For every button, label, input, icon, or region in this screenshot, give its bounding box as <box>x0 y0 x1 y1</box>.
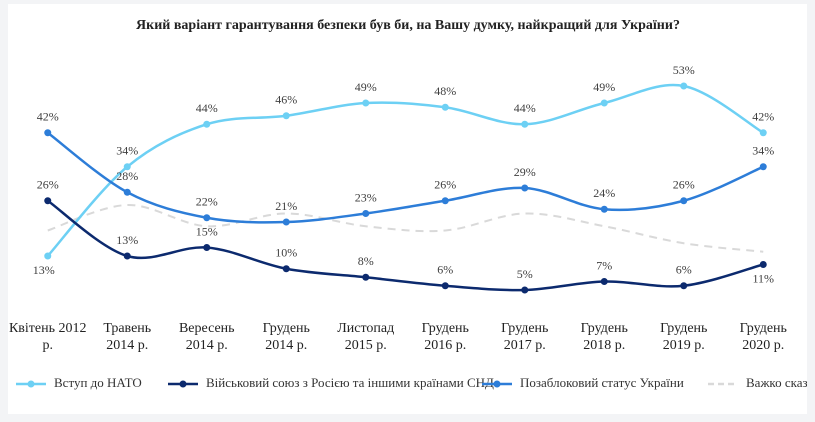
data-point <box>282 265 290 273</box>
data-label: 42% <box>37 110 59 124</box>
series-line <box>47 131 764 224</box>
data-point <box>362 210 370 217</box>
data-label: 48% <box>434 84 456 98</box>
data-label: 10% <box>275 246 297 260</box>
data-label: 21% <box>275 199 297 213</box>
legend-label: Позаблоковий статус України <box>520 375 684 390</box>
data-label: 5% <box>517 267 533 281</box>
data-point <box>680 282 688 290</box>
legend-marker <box>493 380 501 388</box>
data-label: 11% <box>752 271 774 285</box>
data-point <box>123 163 131 171</box>
x-tick-label: Грудень 2019 р. <box>660 321 708 353</box>
data-label: 8% <box>358 254 374 268</box>
data-label: 22% <box>196 195 218 209</box>
data-point <box>521 120 529 128</box>
data-point <box>203 120 211 128</box>
x-tick-label: Грудень 2017 р. <box>501 321 549 353</box>
data-point <box>680 197 688 205</box>
data-point <box>282 218 290 226</box>
data-point <box>44 129 52 137</box>
data-label: 53% <box>673 63 695 77</box>
data-point <box>521 286 529 294</box>
data-label: 24% <box>593 186 615 200</box>
data-point <box>600 99 608 107</box>
data-point <box>123 188 131 196</box>
data-label: 49% <box>355 80 377 94</box>
chart-area: Який варіант гарантування безпеки був би… <box>8 4 807 414</box>
data-point <box>203 244 211 251</box>
data-point <box>441 197 449 205</box>
legend-marker <box>179 380 187 388</box>
x-tick-label: Грудень 2020 р. <box>739 321 787 353</box>
x-tick-label: Грудень 2018 р. <box>580 321 628 353</box>
x-tick-label: Травень 2014 р. <box>103 321 152 353</box>
x-tick-label: Вересень 2014 р. <box>178 321 235 353</box>
x-tick-label: Листопад 2015 р. <box>337 321 395 353</box>
data-point <box>759 261 767 268</box>
data-label: 44% <box>514 101 536 115</box>
data-point <box>441 282 449 290</box>
data-point <box>680 82 688 90</box>
data-point <box>600 205 608 213</box>
data-label: 6% <box>676 263 692 277</box>
x-tick-label: Грудень 2014 р. <box>262 321 310 353</box>
data-point <box>759 163 767 171</box>
data-point <box>362 99 370 107</box>
data-label: 46% <box>275 93 297 107</box>
data-point <box>362 273 370 281</box>
data-label: 28% <box>116 169 138 183</box>
chart-title: Який варіант гарантування безпеки був би… <box>136 18 680 33</box>
legend-marker <box>27 380 35 388</box>
data-point <box>441 103 449 111</box>
data-label: 49% <box>593 80 615 94</box>
data-label: 34% <box>116 144 138 158</box>
data-point <box>44 252 52 260</box>
data-label: 6% <box>437 263 453 277</box>
data-label: 13% <box>33 263 55 277</box>
data-point <box>521 184 529 192</box>
data-label: 34% <box>752 144 774 158</box>
data-point <box>600 278 608 285</box>
data-label: 26% <box>673 178 695 192</box>
data-label: 29% <box>514 165 536 179</box>
legend-label: Військовий союз з Росією та іншими країн… <box>206 375 494 390</box>
x-tick-label: Квітень 2012 р. <box>8 321 87 353</box>
x-tick-label: Грудень 2016 р. <box>421 321 469 353</box>
data-point <box>759 129 767 137</box>
chart: Який варіант гарантування безпеки був би… <box>16 18 807 390</box>
series-line <box>46 83 764 257</box>
data-label: 26% <box>37 178 59 192</box>
data-label: 13% <box>116 233 138 247</box>
data-label: 44% <box>196 101 218 115</box>
data-point <box>282 112 290 120</box>
data-label: 42% <box>752 110 774 124</box>
data-label: 26% <box>434 178 456 192</box>
series-line <box>47 199 764 292</box>
data-point <box>44 197 52 205</box>
legend-label: Важко сказати <box>746 375 807 390</box>
data-label: 7% <box>596 258 612 272</box>
data-label: 23% <box>355 190 377 204</box>
series-line <box>47 203 764 253</box>
data-point <box>123 252 131 260</box>
legend-label: Вступ до НАТО <box>54 375 142 390</box>
data-point <box>203 214 211 222</box>
data-label: 15% <box>196 224 218 238</box>
